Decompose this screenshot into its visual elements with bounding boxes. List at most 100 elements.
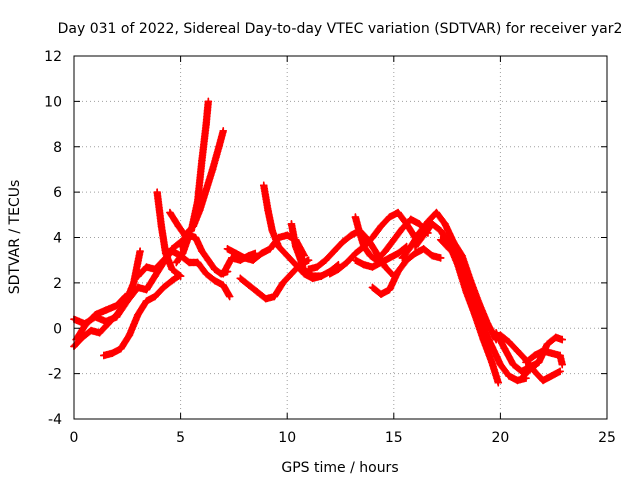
data-point [249,256,257,264]
data-point [534,358,543,367]
data-point [558,335,567,344]
x-tick-label: 20 [491,430,509,446]
data-point [136,247,144,255]
data-point [193,258,202,267]
data-point [259,181,268,190]
data-point [219,270,228,278]
x-tick-label: 0 [70,430,79,446]
data-point [245,281,253,289]
data-point [494,378,503,387]
data-point [432,208,441,217]
data-point [104,319,112,328]
series-track [368,245,445,299]
data-point [168,276,176,285]
data-point [121,292,129,301]
series-track [304,226,398,280]
x-tick-label: 15 [385,430,403,446]
series-track [287,220,343,280]
data-point [547,372,556,380]
data-point [134,283,142,292]
data-series [70,97,567,387]
data-point [172,258,181,267]
data-point [556,367,564,376]
data-point [223,245,232,253]
series-track [351,213,432,264]
data-point [415,229,424,237]
data-point [366,251,375,260]
data-point [479,324,488,333]
data-point [174,222,183,230]
data-point [368,263,377,271]
data-point [202,120,210,128]
data-point [411,249,419,258]
data-point [108,349,117,358]
data-point [381,247,390,255]
data-point [496,331,505,339]
series-track [517,333,567,382]
data-point [204,97,213,106]
data-point [398,224,407,233]
series-track [134,247,234,301]
data-point [522,358,530,367]
data-point [385,254,394,262]
data-point [381,263,390,271]
data-point [266,245,274,253]
data-point [268,226,277,235]
data-point [153,188,161,196]
data-point [368,283,377,292]
data-point [351,256,360,264]
data-point [100,351,108,360]
data-point [436,254,445,262]
data-point [253,288,262,296]
data-point [168,265,176,274]
series-track [72,292,129,344]
data-point [210,265,219,274]
data-point [415,220,424,228]
data-point [176,251,185,260]
y-tick-label: 8 [53,140,62,156]
data-point [424,217,432,226]
data-point [296,254,304,262]
data-point [530,351,539,360]
data-point [215,142,223,151]
data-point [112,301,121,310]
data-point [202,270,210,278]
data-point [151,292,159,301]
data-point [159,283,168,292]
data-point [539,376,547,385]
data-point [270,292,279,301]
series-track [522,347,567,369]
data-point [176,272,185,280]
data-point [134,310,142,319]
data-point [355,229,364,237]
data-point [240,254,249,262]
data-point [330,247,338,255]
y-tick-label: -2 [48,367,62,383]
data-point [513,376,522,385]
data-point [274,242,283,251]
data-point [219,127,228,135]
data-point [488,358,496,367]
data-point [428,251,436,260]
data-point [552,333,560,342]
data-point [394,208,402,217]
data-point [80,322,89,330]
y-tick-label: 12 [44,49,62,65]
data-point [117,344,125,353]
data-point [236,274,245,283]
data-point [505,338,513,346]
series-track [351,242,411,271]
y-tick-label: 0 [53,321,62,337]
data-point [166,208,174,217]
data-point [372,249,381,258]
data-point [125,331,134,339]
data-point [232,249,240,258]
data-point [264,206,272,215]
data-point [496,360,505,369]
data-point [262,294,270,303]
data-point [558,360,567,369]
x-tick-label: 5 [176,430,185,446]
data-point [151,265,159,274]
data-point [385,213,394,221]
